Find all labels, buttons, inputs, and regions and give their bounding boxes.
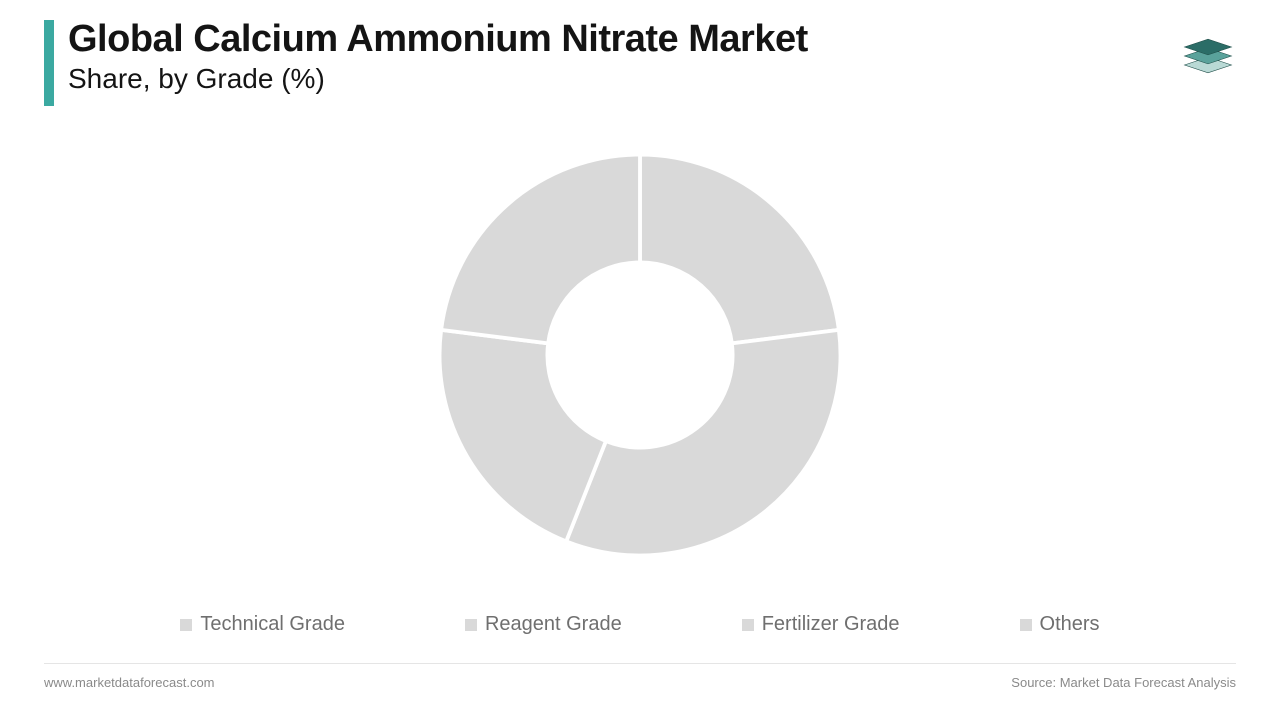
title-block: Global Calcium Ammonium Nitrate Market S… [68,18,808,95]
legend-marker-icon [180,619,192,631]
donut-slice-0 [640,155,839,344]
legend-label: Technical Grade [200,613,345,636]
legend-marker-icon [465,619,477,631]
donut-slice-3 [441,155,640,344]
footer-source: Source: Market Data Forecast Analysis [1011,675,1236,690]
legend-label: Fertilizer Grade [762,613,900,636]
page-title: Global Calcium Ammonium Nitrate Market [68,18,808,61]
legend-item-others: Others [1020,613,1100,636]
page-subtitle: Share, by Grade (%) [68,63,808,95]
chart-frame: Global Calcium Ammonium Nitrate Market S… [0,0,1280,720]
legend-marker-icon [742,619,754,631]
donut-chart [430,145,850,565]
layers-icon [1180,28,1236,84]
brand-logo [1180,28,1236,89]
donut-slice-1 [566,330,840,556]
legend-item-reagent: Reagent Grade [465,613,622,636]
chart-legend: Technical Grade Reagent Grade Fertilizer… [0,613,1280,636]
legend-item-fertilizer: Fertilizer Grade [742,613,900,636]
legend-label: Reagent Grade [485,613,622,636]
donut-chart-container [0,130,1280,580]
footer: www.marketdataforecast.com Source: Marke… [44,675,1236,690]
legend-item-technical: Technical Grade [180,613,345,636]
accent-bar [44,20,54,106]
legend-marker-icon [1020,619,1032,631]
legend-label: Others [1040,613,1100,636]
footer-divider [44,663,1236,664]
footer-url: www.marketdataforecast.com [44,675,215,690]
